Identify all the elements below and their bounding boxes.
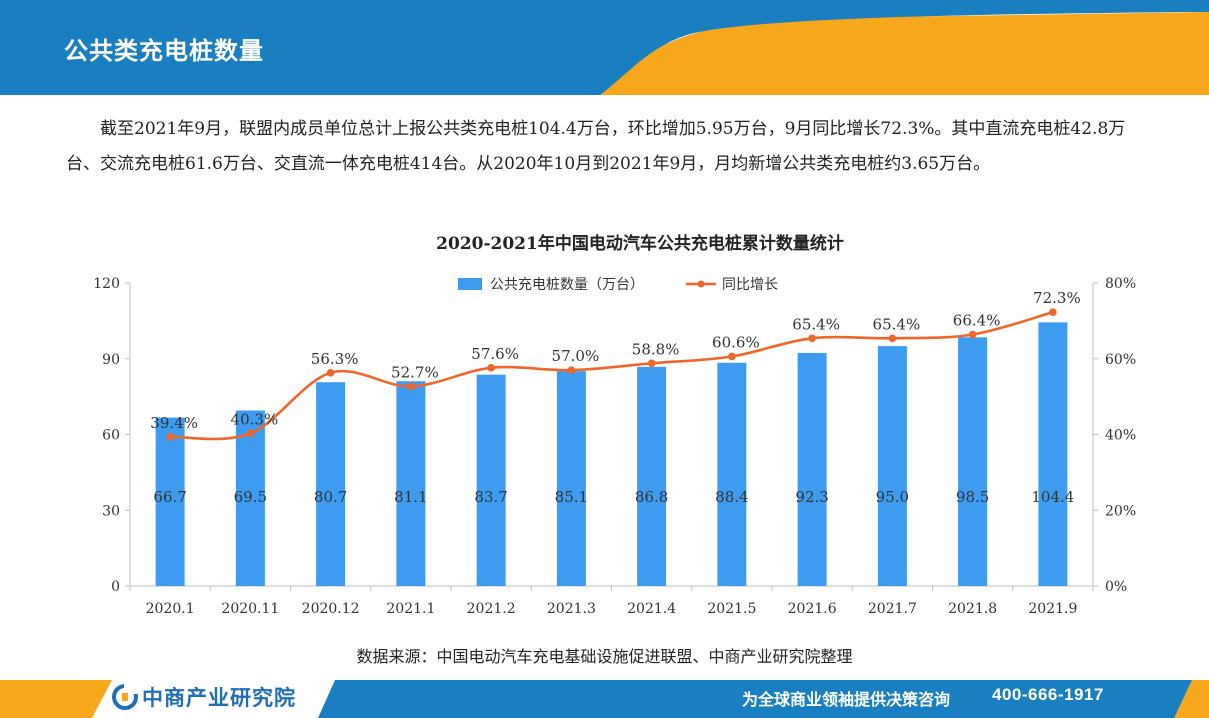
bar-data-labels: 66.7 69.5 80.7 81.1 83.7 85.1 86.8 88.4 92.3 95.0…	[153, 488, 1074, 506]
bar	[797, 352, 827, 586]
legend-line-label: 同比增长	[722, 277, 778, 293]
bar	[1038, 322, 1068, 586]
bar-value-label: 88.4	[715, 488, 748, 506]
bar	[396, 381, 426, 586]
line-point	[888, 334, 897, 343]
x-tick-label: 2021.3	[547, 601, 596, 617]
footer-blue-band	[318, 680, 1209, 718]
left-tick-label: 60	[102, 428, 120, 444]
line-point	[407, 382, 415, 391]
footer-banner	[0, 680, 1209, 718]
right-tick-label: 40%	[1105, 428, 1136, 444]
bar	[717, 362, 747, 586]
bar	[476, 374, 506, 586]
line-point	[166, 432, 174, 441]
footer-background	[0, 680, 1209, 718]
chart-legend: 公共充电桩数量（万台） 同比增长	[458, 276, 778, 293]
bar	[155, 417, 185, 586]
x-tick-label: 2021.8	[948, 601, 997, 617]
bar-value-label: 80.7	[314, 488, 347, 506]
bar-value-label: 83.7	[474, 488, 507, 506]
legend-bar-label: 公共充电桩数量（万台）	[490, 276, 644, 293]
bar	[637, 366, 667, 586]
footer-orange-tip	[1174, 680, 1209, 718]
x-tick-label: 2020.1	[146, 601, 195, 617]
legend-line-marker	[697, 280, 705, 288]
bar-value-label: 66.7	[153, 488, 186, 506]
x-tick-label: 2020.11	[221, 601, 279, 617]
line-series	[166, 308, 1057, 441]
line-value-label: 52.7%	[391, 363, 439, 381]
x-tick-label: 2021.7	[868, 601, 917, 617]
line-point	[326, 368, 335, 377]
right-tick-label: 20%	[1105, 503, 1136, 519]
header-background	[0, 0, 1209, 95]
line-value-label: 58.8%	[632, 340, 680, 358]
right-tick-label: 0%	[1105, 579, 1127, 595]
x-tick-label: 2021.9	[1028, 601, 1077, 617]
intro-paragraph: 截至2021年9月，联盟内成员单位总计上报公共类充电桩104.4万台，环比增加5…	[66, 119, 1126, 174]
bar-value-label: 69.5	[234, 488, 267, 506]
line-value-label: 57.0%	[552, 347, 600, 365]
line-point	[968, 330, 977, 339]
bar-value-label: 81.1	[394, 488, 427, 506]
brand-name: 中商产业研究院	[142, 686, 296, 710]
right-tick-label: 60%	[1105, 352, 1136, 368]
line-value-label: 60.6%	[712, 333, 760, 351]
bar	[235, 410, 265, 586]
left-tick-label: 120	[93, 276, 120, 292]
left-tick-label: 0	[111, 579, 120, 595]
legend-bar-swatch	[458, 278, 482, 290]
growth-line	[170, 310, 1054, 441]
line-point	[1049, 308, 1057, 316]
x-axis-ticks: 2020.1 2020.11 2020.12 2021.1 2021.2 2021.3 20…	[129, 586, 1094, 617]
line-value-label: 65.4%	[873, 315, 921, 333]
bar-value-label: 95.0	[876, 488, 909, 506]
right-tick-label: 80%	[1105, 276, 1136, 292]
line-point	[647, 359, 656, 368]
line-value-label: 65.4%	[792, 315, 840, 333]
line-value-label: 57.6%	[471, 345, 519, 363]
bar-value-label: 85.1	[555, 488, 588, 506]
line-value-label: 72.3%	[1033, 289, 1081, 307]
line-point	[728, 352, 736, 361]
bar	[316, 382, 346, 586]
line-value-label: 66.4%	[953, 312, 1001, 330]
left-tick-label: 90	[102, 352, 120, 368]
line-value-label: 39.4%	[150, 414, 198, 432]
line-data-labels: 39.4% 40.3% 56.3% 52.7% 57.6% 57.0% 58.8% 60.6%…	[150, 289, 1080, 432]
bar	[877, 346, 907, 586]
page-title: 公共类充电桩数量	[64, 37, 264, 65]
bar-value-label: 98.5	[956, 488, 989, 506]
header-blue-band	[0, 0, 1209, 95]
x-tick-label: 2021.2	[467, 601, 516, 617]
x-tick-label: 2021.1	[386, 601, 435, 617]
bar-value-label: 92.3	[795, 488, 828, 506]
x-tick-label: 2020.12	[302, 601, 360, 617]
bar-value-label: 104.4	[1031, 488, 1074, 506]
brand-logo-icon	[112, 684, 138, 710]
header-banner: 公共类充电桩数量	[0, 0, 1209, 95]
line-point	[567, 366, 576, 374]
x-tick-label: 2021.4	[627, 601, 676, 617]
left-tick-label: 30	[102, 503, 120, 519]
footer-phone: 400-666-1917	[992, 685, 1104, 704]
source-note: 数据来源：中国电动汽车充电基础设施促进联盟、中商产业研究院整理	[356, 647, 853, 666]
line-value-label: 56.3%	[311, 350, 359, 368]
footer-slogan: 为全球商业领袖提供决策咨询	[742, 690, 951, 709]
line-point	[246, 429, 255, 438]
line-value-label: 40.3%	[231, 410, 279, 428]
bar-value-label: 86.8	[635, 488, 668, 506]
line-point	[487, 364, 495, 372]
bar-series	[155, 322, 1068, 586]
bar	[958, 337, 988, 586]
chart-title: 2020-2021年中国电动汽车公共充电桩累计数量统计	[436, 233, 844, 254]
header-orange-swoosh	[0, 0, 1209, 95]
x-tick-label: 2021.6	[788, 601, 837, 617]
footer-orange-block	[0, 680, 112, 718]
line-point	[808, 334, 816, 343]
x-tick-label: 2021.5	[707, 601, 756, 617]
bar	[556, 371, 586, 586]
combo-chart: 2020-2021年中国电动汽车公共充电桩累计数量统计 公共充电桩数量（万台） …	[93, 233, 1136, 617]
